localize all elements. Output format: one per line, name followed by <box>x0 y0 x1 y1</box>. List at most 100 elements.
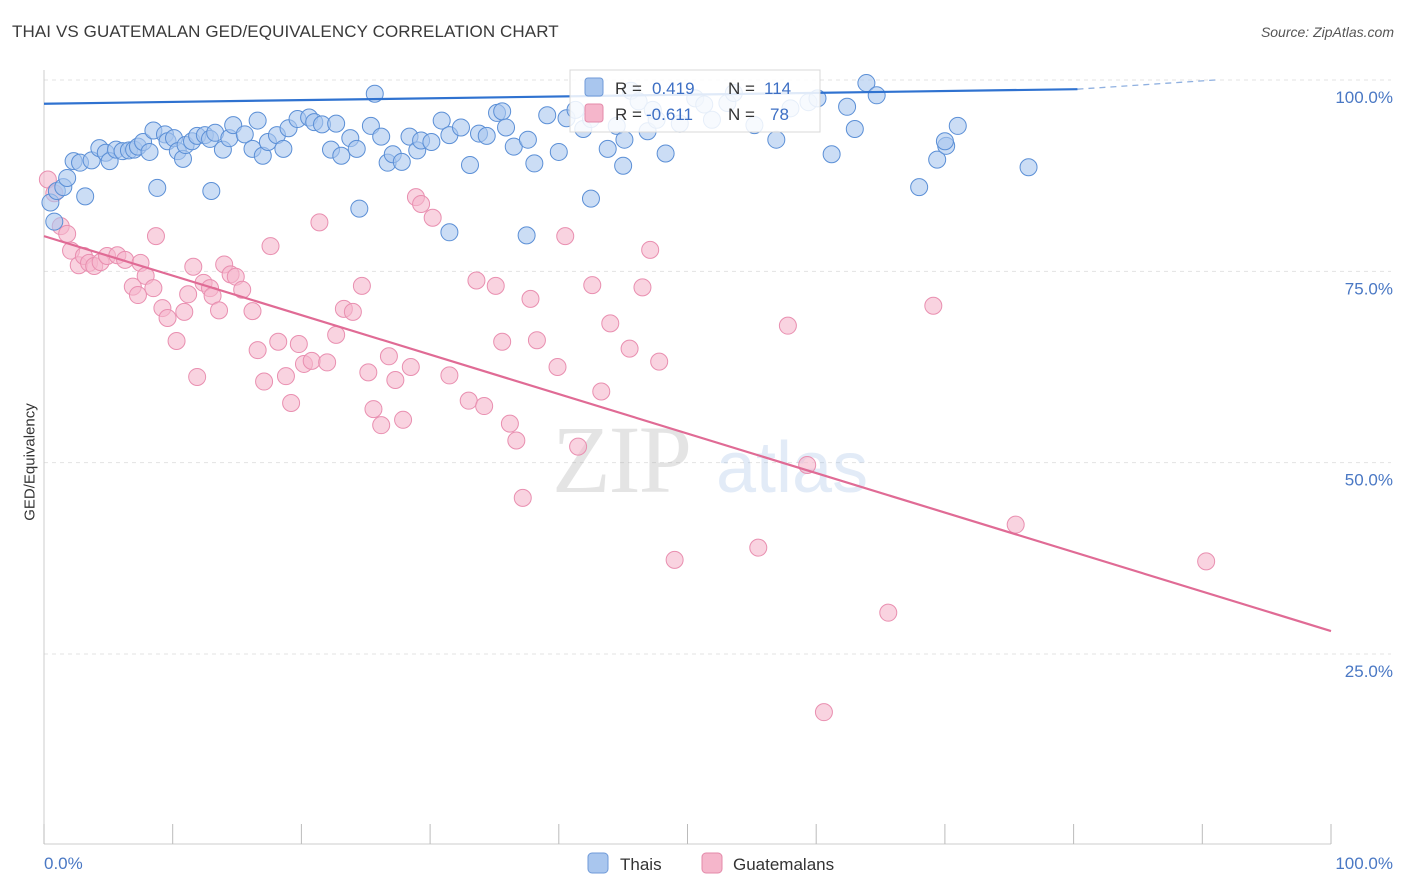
thais-point <box>45 212 64 231</box>
guatemalans-point <box>521 289 540 308</box>
bottom-legend-swatch-thais <box>587 852 609 874</box>
bottom-legend-label-guatemalans: Guatemalans <box>733 855 834 874</box>
x-tick-label-max: 100.0% <box>1335 854 1393 873</box>
guatemalans-point <box>879 603 898 622</box>
thais-point <box>202 181 221 200</box>
thais-point <box>517 226 536 245</box>
thais-point <box>598 139 617 158</box>
legend-swatch-thais <box>584 77 604 97</box>
thais-point <box>518 130 537 149</box>
guatemalans-point <box>243 302 262 321</box>
guatemalans-point <box>128 286 147 305</box>
thais-point <box>867 86 886 105</box>
stat-n-value-thais: 114 <box>764 79 791 98</box>
guatemalans-point <box>513 488 532 507</box>
guatemalans-point <box>569 437 588 456</box>
guatemalans-point <box>527 331 546 350</box>
guatemalans-point <box>386 371 405 390</box>
guatemalans-point <box>158 309 177 328</box>
watermark: ZIP atlas <box>552 406 868 513</box>
guatemalans-point <box>500 414 519 433</box>
guatemalans-point <box>343 302 362 321</box>
thais-point <box>327 114 346 133</box>
guatemalans-point <box>364 400 383 419</box>
grid-lines <box>44 79 1391 655</box>
y-tick-label-0: 25.0% <box>1345 662 1393 681</box>
thais-point <box>614 156 633 175</box>
thais-point <box>935 132 954 151</box>
guatemalans-point <box>1197 552 1216 571</box>
guatemalans-point <box>248 341 267 360</box>
thais-point <box>274 139 293 158</box>
guatemalans-point <box>440 366 459 385</box>
thais-point <box>347 139 366 158</box>
thais-point <box>140 142 159 161</box>
thais-point <box>148 178 167 197</box>
stats-legend: R = 0.419 N = 114 R = -0.611 N = 78 <box>569 69 821 133</box>
thais-point <box>497 118 516 137</box>
guatemalans-point <box>601 314 620 333</box>
guatemalans-point <box>749 538 768 557</box>
guatemalans-point <box>665 550 684 569</box>
guatemalans-point <box>144 279 163 298</box>
y-tick-label-2: 75.0% <box>1345 279 1393 298</box>
source-label: Source: ZipAtlas.com <box>1260 24 1394 40</box>
stat-r-label-thais: R = <box>615 79 642 98</box>
x-tick-label-min: 0.0% <box>44 854 83 873</box>
guatemalans-point <box>233 280 252 299</box>
axes <box>43 70 1332 845</box>
thais-point <box>451 118 470 137</box>
thais-point <box>615 130 634 149</box>
thais-point <box>656 144 675 163</box>
guatemalans-point <box>467 271 486 290</box>
guatemalans-point <box>548 358 567 376</box>
thais-point <box>372 127 391 146</box>
guatemalans-point <box>302 351 321 370</box>
guatemalans-point <box>401 358 420 376</box>
guatemalans-point <box>210 301 229 320</box>
guatemalans-point <box>276 367 295 386</box>
stat-r-value-thais: 0.419 <box>652 79 695 98</box>
thais-point <box>822 145 841 164</box>
y-tick-label-1: 50.0% <box>1345 471 1393 490</box>
guatemalans-point <box>394 410 413 429</box>
stat-n-label-thais: N = <box>728 79 755 98</box>
guatemalans-point <box>179 285 198 304</box>
thais-point <box>392 152 411 171</box>
thais-point <box>845 119 864 138</box>
guatemalans-point <box>493 332 512 351</box>
guatemalans-point <box>282 393 301 412</box>
guatemalans-point <box>475 397 494 416</box>
thais-point <box>928 150 947 169</box>
stat-n-value-guatemalans: 78 <box>770 105 789 124</box>
guatemalans-point <box>423 208 442 227</box>
guatemalans-point <box>318 353 337 372</box>
guatemalans-point <box>269 332 288 351</box>
thais-point <box>477 126 496 145</box>
stat-r-value-guatemalans: -0.611 <box>646 105 693 124</box>
thais-point <box>1019 158 1038 177</box>
y-tick-labels: 25.0% 50.0% 75.0% 100.0% <box>1335 88 1393 681</box>
trend-lines <box>43 79 1332 633</box>
thais-point <box>332 146 351 165</box>
guatemalans-points <box>38 170 1216 722</box>
thais-trend-line <box>43 88 1078 105</box>
stat-r-label-guatemalans: R = <box>615 105 642 124</box>
guatemalans-point <box>650 352 669 371</box>
thais-point <box>581 189 600 208</box>
thais-point <box>422 132 441 151</box>
thais-point <box>838 97 857 116</box>
thais-point <box>248 111 267 130</box>
watermark-atlas: atlas <box>716 428 868 508</box>
bottom-legend-swatch-guatemalans <box>701 852 723 874</box>
guatemalans-point <box>352 276 371 295</box>
watermark-zip: ZIP <box>552 406 690 513</box>
guatemalans-point <box>583 276 602 295</box>
guatemalans-point <box>1006 515 1025 534</box>
guatemalans-point <box>379 347 398 366</box>
guatemalans-point <box>412 194 431 213</box>
guatemalans-point <box>167 331 186 350</box>
thais-trend-extension <box>1077 79 1216 90</box>
thais-point <box>549 142 568 161</box>
